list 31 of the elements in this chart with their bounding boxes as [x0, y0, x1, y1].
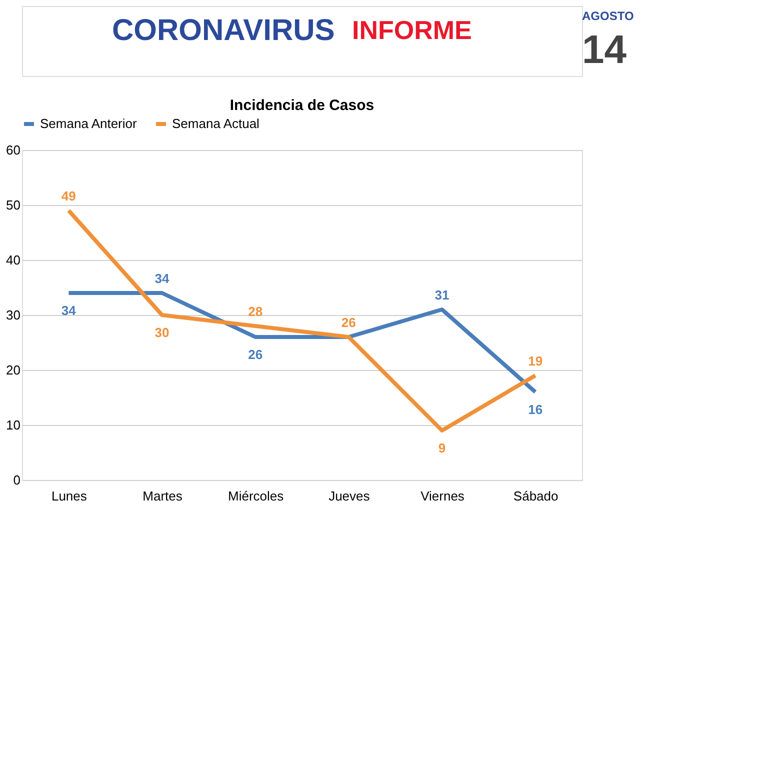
y-tick-label: 20 — [6, 362, 20, 378]
legend-label: Semana Anterior — [40, 116, 138, 131]
data-label: 34 — [154, 271, 170, 286]
y-tick-label: 50 — [6, 198, 20, 212]
data-label: 26 — [341, 315, 356, 330]
text: AGOSTO — [582, 9, 634, 23]
x-tick-label: Lunes — [51, 488, 88, 504]
data-label: 19 — [528, 354, 543, 368]
x-tick-label: Jueves — [328, 488, 370, 504]
x-tick-label: Miércoles — [228, 488, 284, 504]
data-label: 30 — [154, 325, 170, 340]
data-label: 28 — [248, 304, 263, 319]
x-tick-label: Martes — [142, 488, 183, 504]
text: 14 — [582, 28, 628, 72]
data-label: 26 — [248, 347, 263, 362]
text: INFORME — [352, 15, 472, 45]
data-label: 34 — [61, 303, 77, 318]
data-label: 49 — [61, 188, 76, 204]
legend-label: Semana Actual — [172, 116, 260, 131]
y-tick-label: 10 — [6, 418, 20, 432]
data-label: 31 — [434, 288, 450, 302]
y-tick-label: 40 — [6, 252, 20, 268]
data-label: 9 — [438, 440, 446, 456]
data-label: 16 — [528, 402, 543, 417]
chart-title: Incidencia de Casos — [230, 97, 374, 114]
x-tick-label: Viernes — [420, 488, 465, 504]
y-tick-label: 0 — [13, 472, 20, 488]
x-tick-label: Sábado — [513, 488, 558, 504]
y-tick-label: 60 — [6, 142, 20, 158]
y-tick-label: 30 — [6, 308, 20, 322]
text: CORONAVIRUS — [112, 14, 335, 47]
